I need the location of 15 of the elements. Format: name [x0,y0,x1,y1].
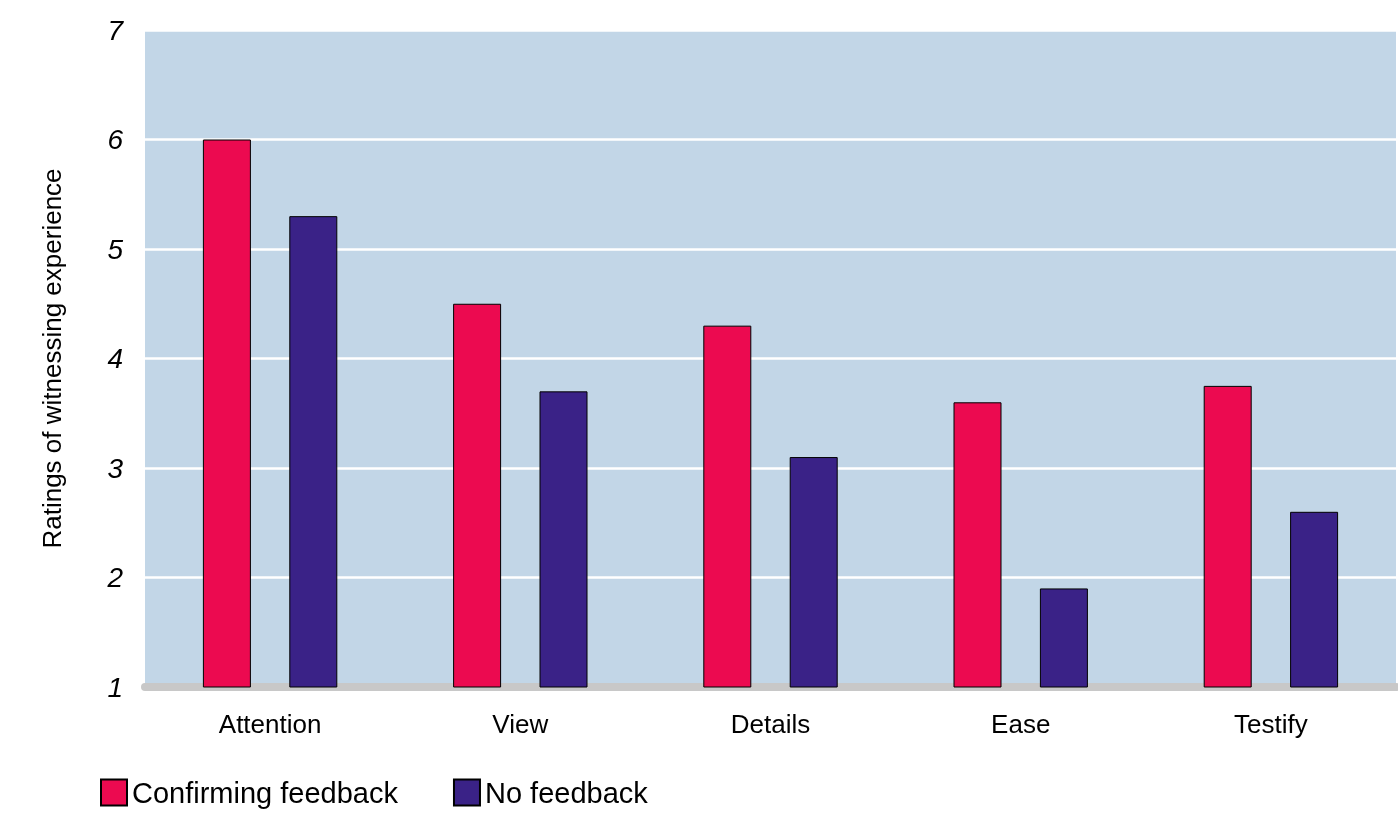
x-tick-label: View [492,709,549,739]
y-tick-label: 6 [107,124,124,155]
x-tick-label: Attention [218,709,322,739]
y-tick-label: 4 [107,343,123,374]
y-tick-label: 1 [107,671,123,703]
y-tick-label: 5 [107,233,124,265]
y-tick-label: 2 [106,562,124,593]
y-tick-label: 7 [107,14,125,46]
x-tick-label: Ease [991,709,1051,739]
x-tick-label: Testify [1234,709,1308,739]
y-tick-label: 3 [107,452,124,484]
x-tick-label: Details [730,709,811,739]
legend-label: No feedback [484,776,649,809]
legend-label: Confirming feedback [132,776,399,809]
y-axis-title: Ratings of witnessing experience [37,168,67,549]
